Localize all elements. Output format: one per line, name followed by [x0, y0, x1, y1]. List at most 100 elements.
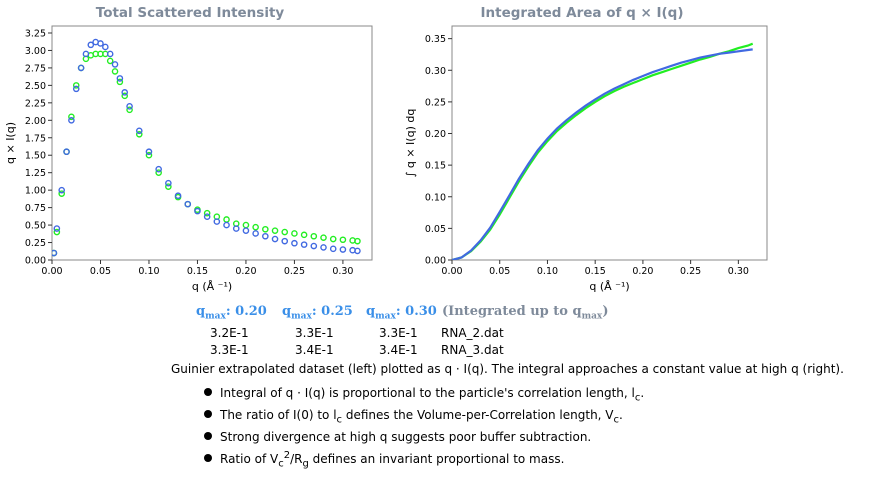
y-tick-label: 0.30 [425, 66, 446, 77]
y-tick-label: 1.25 [25, 168, 46, 179]
table-dataset-name: RNA_3.dat [441, 343, 504, 357]
data-point [87, 41, 95, 49]
y-tick-label: 3.25 [25, 28, 46, 39]
data-point [213, 218, 221, 225]
x-tick-label: 0.30 [332, 266, 353, 277]
y-tick-label: 2.25 [25, 98, 46, 109]
data-point [281, 237, 289, 245]
x-tick-label: 0.15 [187, 266, 208, 277]
data-point [252, 230, 259, 237]
y-tick-label: 2.75 [25, 63, 46, 74]
plot-frame [51, 25, 373, 261]
data-point [310, 232, 318, 240]
data-point [310, 242, 318, 250]
data-point [339, 246, 347, 253]
x-tick-label: 0.05 [489, 266, 510, 277]
plot-area [452, 42, 754, 260]
data-point [82, 50, 90, 58]
table-cell: 3.4E-1 [379, 343, 418, 357]
bullet-icon [204, 388, 212, 396]
table-cell: 3.3E-1 [379, 326, 418, 340]
data-point [145, 151, 153, 159]
data-point [121, 92, 129, 100]
table-header-integrated: (Integrated up to qmax) [442, 304, 609, 322]
data-point [252, 223, 259, 231]
data-point [121, 89, 129, 96]
y-axis-label: q × I(q) [4, 122, 17, 164]
y-tick-label: 0.05 [425, 224, 446, 235]
y-tick-label: 1.75 [25, 133, 46, 144]
data-point [281, 228, 289, 236]
data-point [68, 116, 75, 124]
data-point [165, 179, 172, 187]
series-line-1 [452, 42, 754, 260]
data-point [184, 200, 192, 208]
data-point [329, 245, 337, 253]
data-point [53, 225, 61, 232]
data-point [300, 241, 308, 248]
data-point [116, 75, 124, 82]
data-point [155, 169, 162, 176]
data-point [300, 231, 308, 239]
x-tick-label: 0.10 [138, 266, 159, 277]
data-point [320, 234, 327, 241]
charts-area: Total Scattered Intensity 0.00 0.05 0.10 0.1… [4, 5, 768, 293]
data-point [97, 40, 104, 47]
y-tick-label: 2.00 [25, 116, 46, 127]
data-point [53, 228, 61, 236]
data-point [135, 130, 143, 138]
data-point [242, 227, 250, 234]
data-point [320, 244, 327, 251]
data-point [77, 64, 85, 72]
data-point [232, 225, 240, 232]
data-point [194, 207, 201, 215]
y-tick-label: 0.50 [25, 221, 46, 232]
x-tick-label: 0.30 [728, 266, 749, 277]
data-point [291, 239, 298, 247]
y-tick-label: 0.25 [425, 97, 446, 108]
bullet-item: Strong divergence at high q suggests poo… [204, 430, 644, 452]
bullet-item: Integral of q · I(q) is proportional to … [204, 386, 644, 408]
data-point [102, 43, 109, 51]
bullet-icon [204, 432, 212, 440]
data-point [52, 249, 58, 257]
data-point [271, 227, 279, 234]
data-point [203, 213, 211, 220]
y-tick-label: 0.35 [425, 34, 446, 45]
data-point [262, 232, 269, 240]
y-tick-label: 0.00 [25, 256, 46, 267]
data-point [354, 247, 361, 255]
y-tick-label: 0.15 [425, 161, 446, 172]
y-tick-label: 1.00 [25, 186, 46, 197]
table-cell: 3.4E-1 [295, 343, 334, 357]
table-header-qmax-1: qmax: 0.20 [196, 304, 267, 322]
chart-title: Total Scattered Intensity [96, 5, 285, 21]
data-point [354, 237, 361, 245]
data-point [72, 85, 80, 93]
table-header-qmax-3: qmax: 0.30 [366, 304, 437, 322]
x-tick-label: 0.20 [235, 266, 256, 277]
data-point [106, 57, 114, 65]
data-point [111, 68, 119, 75]
integrated-area-chart: Integrated Area of q × I(q) 0.00 0.05 0.10 0… [404, 5, 768, 293]
y-tick-label: 3.00 [25, 46, 46, 57]
data-point [155, 165, 162, 173]
y-tick-label: 0.75 [25, 203, 46, 214]
series-line-2 [452, 48, 753, 260]
data-point [106, 50, 114, 58]
table-cell: 3.3E-1 [295, 326, 334, 340]
bullet-list: Integral of q · I(q) is proportional to … [204, 386, 644, 474]
y-axis-label: ∫ q × I(q) dq [404, 109, 417, 178]
x-tick-label: 0.10 [537, 266, 558, 277]
data-point [58, 190, 65, 197]
chart-title: Integrated Area of q × I(q) [481, 5, 684, 21]
x-tick-label: 0.25 [680, 266, 701, 277]
y-tick-label: 0.25 [25, 238, 46, 249]
bullet-icon [204, 410, 212, 418]
data-point [116, 78, 124, 86]
data-point [174, 192, 182, 200]
figure-caption: Guinier extrapolated dataset (left) plot… [171, 362, 844, 376]
data-point [339, 236, 347, 244]
x-tick-label: 0.25 [284, 266, 305, 277]
x-axis-label: q (Å ⁻¹) [589, 280, 629, 293]
